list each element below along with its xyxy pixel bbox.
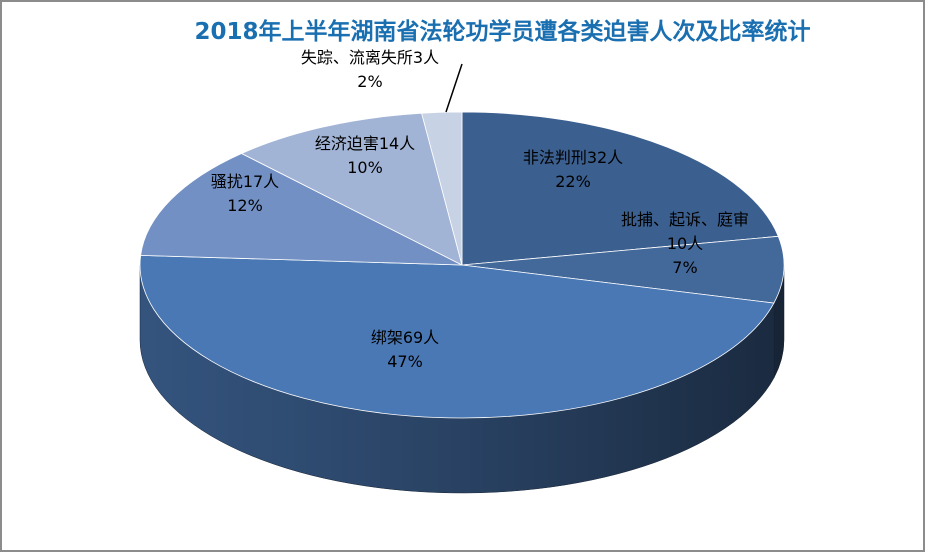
slice bbox=[140, 153, 463, 266]
category-label: 绑架69人 bbox=[370, 328, 440, 347]
category-label: 经济迫害14人 bbox=[314, 134, 416, 153]
slice bbox=[461, 235, 785, 304]
data-label: 经济迫害14人 10% bbox=[290, 132, 440, 180]
value-label: 2% bbox=[357, 72, 383, 91]
value-label: 10% bbox=[347, 158, 383, 177]
value-label: 7% bbox=[672, 258, 698, 277]
chart-title: 2018年上半年湖南省法轮功学员遭各类迫害人次及比率统计 bbox=[194, 19, 811, 45]
data-label: 失踪、流离失所3人 2% bbox=[290, 46, 450, 94]
data-label: 非法判刑32人 22% bbox=[478, 146, 668, 194]
data-label: 批捕、起诉、庭审10人 7% bbox=[620, 208, 750, 280]
category-label: 失踪、流离失所3人 bbox=[300, 48, 440, 67]
category-label: 批捕、起诉、庭审10人 bbox=[620, 210, 749, 253]
value-label: 22% bbox=[555, 172, 591, 191]
category-label: 非法判刑32人 bbox=[522, 148, 624, 167]
data-label: 骚扰17人 12% bbox=[190, 170, 300, 218]
leader-line bbox=[445, 63, 463, 113]
slice bbox=[461, 111, 779, 266]
value-label: 12% bbox=[227, 196, 263, 215]
slice bbox=[139, 254, 775, 419]
data-label: 绑架69人 47% bbox=[330, 326, 480, 374]
slice bbox=[240, 112, 463, 266]
value-label: 47% bbox=[387, 352, 423, 371]
slice bbox=[421, 111, 463, 266]
category-label: 骚扰17人 bbox=[210, 172, 280, 191]
